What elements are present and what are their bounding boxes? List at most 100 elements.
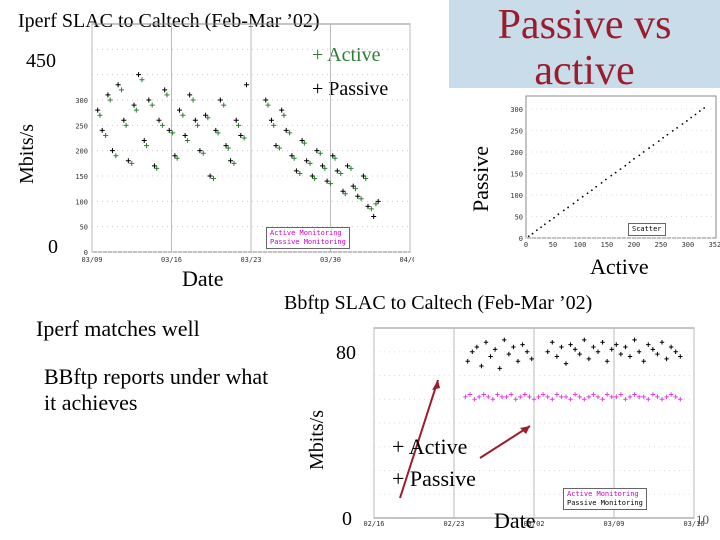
active-point [559,344,564,350]
x-tick-label: 03/23 [240,256,261,264]
passive-point [322,165,328,171]
arrowhead-active [432,380,440,390]
scatter-point [657,140,660,143]
active-point [293,168,299,174]
passive-point [287,130,293,136]
active-point [618,351,624,357]
scatter-point [652,144,655,146]
scatter-point [535,229,538,232]
active-point [238,132,244,138]
active-point [289,153,295,159]
x-tick-label: 0 [524,241,528,249]
x-tick-label: 03/16 [683,520,704,528]
passive-point [600,397,605,402]
scatter-point [628,161,631,164]
passive-point [636,394,642,400]
active-point [623,344,628,350]
active-point [483,340,489,345]
passive-point [358,196,364,202]
active-point [279,107,285,113]
active-point [243,82,249,88]
passive-point [673,394,678,400]
scatter-point [531,232,534,235]
x-tick-label: 352 [709,241,720,249]
active-point [375,198,381,204]
passive-point [476,394,482,400]
passive-point [527,394,532,400]
passive-point [499,394,505,400]
x-tick-label: 300 [682,241,695,249]
scatter-inner-legend: Scatter [628,223,666,236]
active-point [520,342,525,347]
note-iperf: Iperf matches well [36,316,200,341]
active-point [283,127,289,133]
y-tick-label: 100 [510,192,523,200]
x-tick-label: 03/02 [523,520,544,528]
active-point [600,340,605,345]
bbftp-y-min-label: 0 [342,508,352,530]
active-point [506,351,512,357]
scatter-point [638,154,641,157]
x-tick-label: 03/16 [161,256,182,264]
passive-point [190,97,196,103]
y-tick-label: 100 [75,198,88,206]
passive-point [271,122,277,128]
scatter-point [662,136,665,139]
note-bbftp: BBftp reports under what it achieves [44,364,269,415]
active-point [324,178,330,184]
active-point [314,148,320,154]
passive-point [328,181,333,187]
scatter-point [557,213,560,216]
active-point [156,117,162,123]
bbftp-legend-active: + Active [392,434,468,459]
bbftp-inner-legend-passive: Passive Monitoring [567,499,643,507]
active-point [554,354,560,359]
active-point [365,203,371,209]
passive-point [301,140,307,146]
active-point [650,347,656,352]
scatter-point [690,116,693,119]
active-point [131,102,137,108]
active-point [340,188,346,194]
x-tick-label: 04/06 [399,256,414,264]
passive-point [159,122,165,128]
scatter-point [685,120,688,122]
bbftp-x-axis-label: Date [494,508,536,533]
passive-point [215,130,221,136]
active-point [609,347,614,352]
passive-point [568,397,573,402]
scatter-point [694,113,697,116]
passive-point [531,397,537,402]
active-point [465,359,470,364]
passive-point [338,170,344,176]
active-point [309,173,315,179]
active-point [673,349,678,354]
active-point [678,354,683,359]
scatter-point [581,195,584,198]
passive-point [241,135,247,141]
scatter-point [698,110,701,112]
active-point [502,337,507,343]
bbftp-inner-legend-active: Active Monitoring [567,490,639,498]
active-point [95,107,101,113]
x-tick-label: 50 [549,241,557,249]
active-point [330,153,336,159]
active-point [627,354,633,359]
passive-point [265,102,271,108]
iperf-y-max-label: 450 [26,50,56,72]
inner-legend-active: Active Monitoring [270,229,342,237]
passive-point [368,206,374,212]
passive-point [572,392,578,397]
passive-point [332,155,338,161]
active-point [371,214,377,220]
iperf-inner-legend: Active Monitoring Passive Monitoring [266,227,350,249]
passive-point [641,394,646,400]
passive-point [348,165,354,171]
passive-point [297,170,303,176]
active-point [105,92,111,98]
bbftp-plot: 02/16 02/23 03/02 03/09 03/16 [363,327,705,528]
active-point [360,173,366,179]
passive-point [211,176,217,182]
active-point [577,351,582,357]
scatter-point [648,147,650,149]
